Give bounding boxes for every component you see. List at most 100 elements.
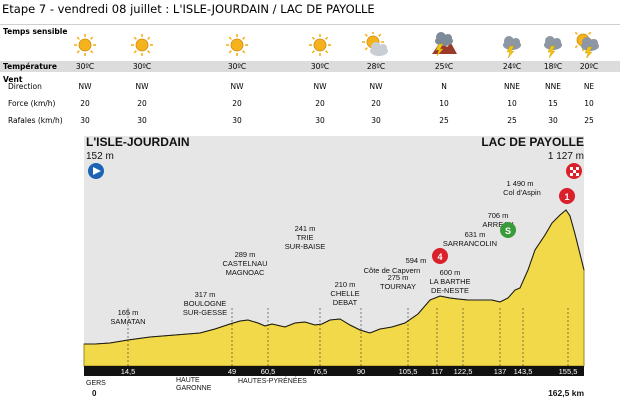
stage-title: Etape 7 - vendredi 08 juillet : L'ISLE-J…: [2, 2, 375, 16]
wind-gust-value: 30: [371, 116, 381, 125]
place-name: CASTELNAU: [222, 259, 267, 268]
km-label: 117: [431, 367, 443, 376]
temperature-value: 30ºC: [75, 62, 95, 71]
sun-icon: [128, 32, 156, 58]
wind-gust-value: 30: [137, 116, 147, 125]
wind-direction-value: NE: [583, 82, 595, 91]
km-label: 155,5: [559, 367, 578, 376]
wind-force-value: 20: [137, 99, 147, 108]
wind-gust-value: 25: [439, 116, 449, 125]
total-distance: 162,5 km: [548, 388, 584, 398]
wind-force-value: 20: [80, 99, 90, 108]
wind-force-value: 15: [548, 99, 558, 108]
place-name-line2: SUR-BAISE: [285, 242, 325, 251]
place-name: CHELLE: [330, 289, 359, 298]
finish-name: LAC DE PAYOLLE: [481, 135, 584, 149]
cloud-storm-icon: [539, 32, 567, 59]
wind-direction-value: NW: [230, 82, 244, 91]
wind-section-label: Vent: [3, 75, 23, 84]
department-hautes-pyrenees: HAUTES-PYRÉNÉES: [238, 376, 307, 385]
wind-direction-value: N: [441, 82, 447, 91]
km-axis-band: [84, 366, 584, 376]
sun-cloud-icon: [362, 31, 390, 58]
checkered-square: [576, 173, 579, 176]
wind-gust-value: 30: [548, 116, 558, 125]
gusts-row-label: Rafales (km/h): [8, 116, 63, 125]
climb1-altitude: 1 490 m: [506, 179, 533, 188]
place-altitude: 600 m: [440, 268, 461, 277]
temperature-band: [0, 61, 620, 72]
place-name-line2: MAGNOAC: [226, 268, 265, 277]
direction-row-label: Direction: [8, 82, 42, 91]
place-altitude: 317 m: [195, 290, 216, 299]
km-label: 143,5: [514, 367, 533, 376]
place-name-line2: DEBAT: [333, 298, 358, 307]
wind-gust-value: 30: [315, 116, 325, 125]
place-altitude: 706 m: [488, 211, 509, 220]
wind-gust-value: 25: [584, 116, 594, 125]
temperature-value: 30ºC: [132, 62, 152, 71]
wind-force-value: 20: [315, 99, 325, 108]
place-name: BOULOGNE: [184, 299, 227, 308]
department-gers: GERS: [86, 380, 106, 387]
place-name: TOURNAY: [380, 282, 416, 291]
climb1-category: 1: [564, 192, 569, 202]
start-altitude: 152 m: [86, 151, 114, 162]
place-altitude: 275 m: [388, 273, 409, 282]
start-name: L'ISLE-JOURDAIN: [86, 135, 190, 149]
mountain-storm-icon: [430, 32, 458, 58]
wind-direction-value: NW: [78, 82, 92, 91]
sky-section-label: Temps sensible: [3, 27, 68, 36]
place-altitude: 210 m: [335, 280, 356, 289]
climb1-badge-icon: [559, 188, 575, 204]
place-name-line2: DE-NESTE: [431, 286, 469, 295]
place-altitude: 165 m: [118, 308, 139, 317]
climb4-badge-icon: [432, 248, 448, 264]
km-label: 90: [357, 367, 365, 376]
sun-icon: [306, 32, 334, 58]
finish-altitude: 1 127 m: [548, 151, 584, 162]
wind-force-value: 20: [371, 99, 381, 108]
terrain-outline: [84, 209, 585, 345]
wind-direction-value: NW: [135, 82, 149, 91]
wind-gust-value: 25: [507, 116, 517, 125]
climb4-name: Côte de Capvern: [364, 266, 421, 275]
place-name: LA BARTHE: [429, 277, 470, 286]
stage-profile: 14,5 49 60,5 76,5 90 105,5 117 122,5 137 143,5 155…: [83, 135, 585, 398]
wind-direction-value: NW: [369, 82, 383, 91]
place-altitude: 289 m: [235, 250, 256, 259]
place-name-line2: SUR-GESSE: [183, 308, 227, 317]
climb4-altitude: 594 m: [406, 256, 427, 265]
place-name: TRIE: [296, 233, 313, 242]
place-altitude: 241 m: [295, 224, 316, 233]
wind-force-value: 20: [232, 99, 242, 108]
sun-icon: [223, 32, 251, 58]
climb4-category: 4: [437, 252, 442, 262]
checkered-square: [576, 167, 579, 170]
sprint-badge-icon: [500, 222, 516, 238]
header-divider: [0, 24, 620, 25]
sprint-name: SARRANCOLIN: [443, 239, 497, 248]
temperature-value: 28ºC: [366, 62, 386, 71]
km-label: 49: [228, 367, 236, 376]
temperature-value: 30ºC: [310, 62, 330, 71]
temperature-value: 20ºC: [579, 62, 599, 71]
wind-direction-value: NNE: [545, 82, 561, 91]
cloud-storm-icon: [498, 32, 526, 59]
km-label: 105,5: [399, 367, 418, 376]
wind-direction-value: NNE: [504, 82, 520, 91]
department-haute: HAUTE: [176, 377, 200, 384]
sprint-mark: S: [505, 226, 511, 236]
km-label: 76,5: [313, 367, 328, 376]
place-name: SAMATAN: [110, 317, 145, 326]
km-label: 14,5: [121, 367, 136, 376]
temperature-value: 30ºC: [227, 62, 247, 71]
km-label: 122,5: [454, 367, 473, 376]
temperature-value: 18ºC: [543, 62, 563, 71]
temperature-value: 25ºC: [434, 62, 454, 71]
wind-direction-value: NW: [313, 82, 327, 91]
sprint-altitude: 631 m: [465, 230, 486, 239]
force-row-label: Force (km/h): [8, 99, 56, 108]
start-arrow-icon: [93, 167, 101, 175]
sun-cloud-storm-icon: [572, 29, 603, 60]
